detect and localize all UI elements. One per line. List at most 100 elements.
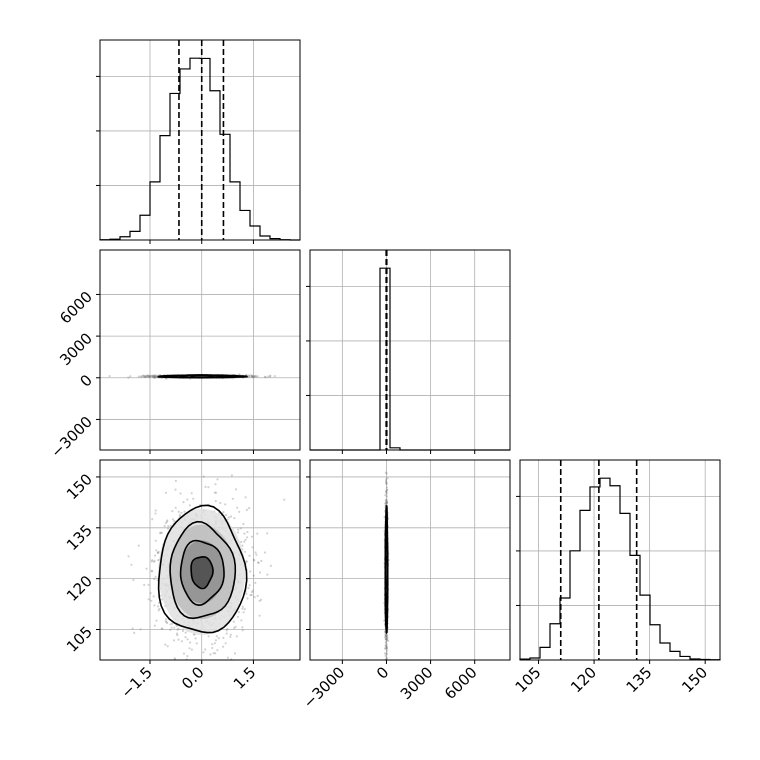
joint-0-2-sample-point <box>188 647 191 650</box>
joint-0-2-sample-point <box>215 635 218 638</box>
joint-0-1-ytick-label-1: 0 <box>77 371 96 390</box>
joint-0-2-sample-point <box>229 635 232 639</box>
joint-panel-1-2: −3000 0 3000 6000 <box>300 459 511 712</box>
joint-0-2-sample-point <box>234 625 237 628</box>
joint-0-2-sample-point <box>170 626 173 629</box>
joint-0-2-sample-point <box>137 544 140 547</box>
joint-0-2-sample-point <box>225 513 228 517</box>
joint-0-1-sample-point <box>147 375 150 378</box>
hist-2-bin-3 <box>550 624 560 660</box>
joint-0-2-sample-point <box>236 531 239 534</box>
joint-0-2-sample-point <box>190 648 193 651</box>
joint-0-1-sample-point <box>149 375 152 378</box>
joint-0-1-sample-point <box>144 375 147 378</box>
hist-2-frame <box>519 459 721 661</box>
joint-0-2-xtick-label-0: −1.5 <box>118 663 156 701</box>
joint-0-2-sample-point <box>238 510 241 513</box>
joint-0-2-sample-point <box>183 510 186 513</box>
joint-0-2-sample-point <box>169 623 172 626</box>
joint-0-2-sample-point <box>202 475 205 478</box>
joint-0-1-sample-point <box>149 374 152 378</box>
joint-0-2-sample-point <box>174 506 177 509</box>
hist-2-xtick-label-0: 105 <box>512 663 545 696</box>
hist-0-bin-12 <box>220 134 230 240</box>
histogram-panel-2: 105 120 135 150 <box>512 459 721 696</box>
joint-1-2-sample-point <box>385 657 388 660</box>
joint-0-2-sample-point <box>226 656 229 659</box>
joint-0-2-sample-point <box>225 629 228 632</box>
joint-1-2-sample-point <box>384 637 387 641</box>
joint-0-2-sample-point <box>164 618 168 621</box>
joint-0-2-ytick-label-2: 135 <box>63 521 96 554</box>
joint-0-2-sample-point <box>237 528 240 531</box>
joint-0-2-sample-point <box>153 624 156 627</box>
joint-0-2-sample-point <box>139 628 142 631</box>
joint-1-2-sample-point <box>385 500 388 503</box>
joint-1-2-sample-point <box>385 647 388 650</box>
joint-0-1-sample-point <box>148 374 151 377</box>
joint-1-2-sample-point <box>385 482 388 485</box>
joint-1-2-sample-point <box>385 633 388 636</box>
joint-0-2-sample-point <box>240 540 243 544</box>
joint-0-1-sample-point <box>146 374 149 378</box>
joint-1-2-sample-point <box>383 652 387 655</box>
joint-0-2-ytick-label-3: 150 <box>63 470 96 503</box>
joint-0-2-sample-point <box>222 636 225 640</box>
joint-0-2-sample-point <box>163 524 166 528</box>
joint-0-2-sample-point <box>248 584 251 587</box>
joint-0-2-sample-point <box>246 536 249 539</box>
joint-0-2-sample-point <box>251 546 254 549</box>
joint-0-2-contour-3 <box>190 555 214 590</box>
joint-0-1-contour-3 <box>190 374 214 379</box>
joint-0-2-sample-point <box>159 531 162 534</box>
joint-0-2-sample-point <box>157 609 160 612</box>
joint-1-2-sample-point <box>385 647 388 650</box>
joint-0-1-sample-point <box>248 375 251 378</box>
joint-0-2-sample-point <box>224 503 227 506</box>
joint-0-1-sample-point <box>153 375 156 378</box>
joint-0-1-sample-point <box>252 376 255 379</box>
joint-0-2-sample-point <box>258 614 261 617</box>
joint-0-2-xtick-label-2: 1.5 <box>230 663 260 693</box>
joint-0-2-sample-point <box>178 513 181 516</box>
joint-1-2-sample-point <box>384 502 387 505</box>
hist-2-bin-11 <box>630 555 640 660</box>
joint-0-2-sample-point <box>154 509 157 512</box>
joint-1-2-sample-point <box>385 637 388 640</box>
joint-0-2-sample-point <box>178 515 181 518</box>
joint-0-2-sample-point <box>133 631 136 635</box>
joint-0-2-sample-point <box>192 497 195 500</box>
joint-0-2-sample-point <box>230 515 233 518</box>
joint-0-2-sample-point <box>207 635 210 638</box>
joint-0-2-sample-point <box>217 637 220 640</box>
joint-0-2-sample-point <box>171 622 174 625</box>
joint-0-1-sample-point <box>148 375 152 378</box>
joint-1-2-sample-point <box>385 656 388 659</box>
joint-1-2-sample-point <box>386 684 388 686</box>
joint-0-2-sample-point <box>248 554 251 557</box>
joint-0-2-sample-point <box>260 559 263 563</box>
joint-0-1-sample-point <box>256 375 259 378</box>
hist-0-bin-13 <box>230 182 240 240</box>
hist-0-bin-9 <box>190 58 200 240</box>
joint-0-1-sample-point <box>251 374 254 378</box>
joint-0-1-frame <box>99 249 301 451</box>
joint-0-2-sample-point <box>166 519 169 522</box>
joint-1-2-sample-point <box>385 490 388 493</box>
joint-1-2-sample-point <box>385 481 388 484</box>
joint-1-2-sample-point <box>384 644 387 647</box>
joint-0-2-sample-point <box>213 642 216 645</box>
joint-0-2-sample-point <box>165 520 169 523</box>
hist-2-bin-13 <box>650 625 660 660</box>
hist-1-frame <box>309 249 511 451</box>
joint-0-2-sample-point <box>176 628 179 631</box>
joint-0-2-sample-point <box>131 627 134 630</box>
joint-0-1-sample-point <box>152 375 155 378</box>
joint-0-2-sample-point <box>186 638 189 641</box>
joint-0-1-sample-point <box>247 374 250 377</box>
joint-0-1-sample-point <box>140 375 143 378</box>
joint-1-2-sample-point <box>385 479 388 482</box>
joint-0-1-sample-point <box>155 375 158 378</box>
joint-0-1-sample-point <box>153 376 156 379</box>
